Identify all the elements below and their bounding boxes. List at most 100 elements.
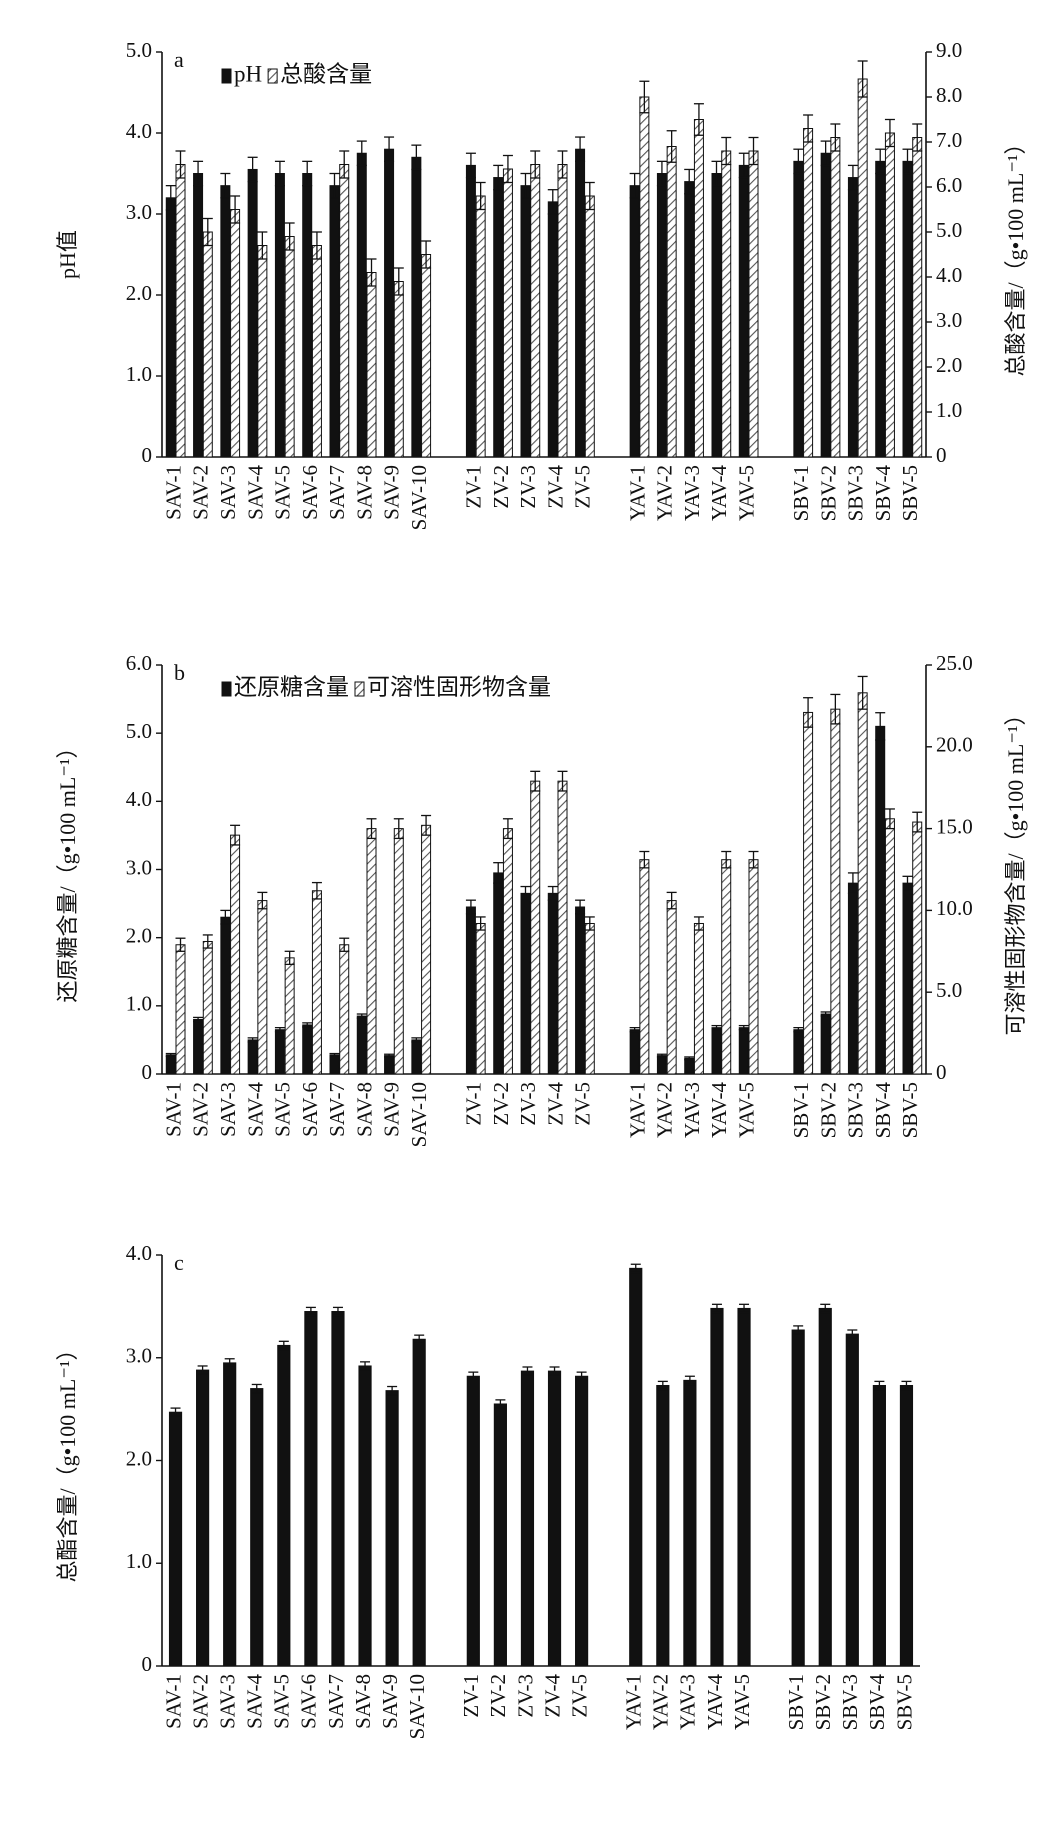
x-tick-label: SBV-1 [789, 465, 813, 521]
bar [803, 711, 814, 1075]
bar [629, 185, 640, 458]
x-tick-label: ZV-5 [571, 1082, 595, 1126]
bar [656, 1384, 670, 1667]
bar [884, 818, 895, 1075]
bar [247, 168, 258, 458]
bar [737, 1307, 751, 1667]
bar [196, 1369, 210, 1667]
bar [257, 900, 268, 1075]
x-tick-label: SAV-5 [271, 465, 295, 520]
x-tick-label: SAV-9 [378, 1674, 402, 1729]
bar [684, 181, 695, 458]
bar [575, 148, 586, 458]
legend-label: 可溶性固形物含量 [367, 674, 551, 699]
x-tick-label: YAV-5 [734, 465, 758, 521]
bar [884, 132, 895, 458]
bar [639, 96, 650, 458]
bar [168, 1411, 183, 1667]
x-tick-label: ZV-2 [486, 1674, 510, 1718]
bar [393, 828, 404, 1075]
y-axis-label: pH值 [55, 230, 80, 279]
bar [830, 708, 841, 1075]
x-tick-label: SAV-7 [325, 1082, 349, 1137]
x-tick-label: ZV-5 [567, 1674, 591, 1718]
x-tick-label: YAV-2 [653, 465, 677, 521]
y2-tick-label: 6.0 [936, 173, 962, 197]
bar [356, 152, 367, 458]
x-tick-label: SBV-2 [816, 1082, 840, 1138]
bar [339, 944, 350, 1075]
y-axis-label: 总酯含量/（g•100 mL⁻¹） [55, 1338, 80, 1582]
bar [575, 1375, 589, 1667]
x-tick-label: YAV-4 [707, 465, 731, 522]
x-tick-label: YAV-2 [653, 1082, 677, 1138]
x-tick-label: SBV-4 [871, 1082, 895, 1139]
bar [274, 1029, 285, 1075]
bar [421, 824, 432, 1075]
x-tick-label: SBV-5 [898, 465, 922, 521]
bar [193, 173, 204, 458]
x-tick-label: SBV-1 [784, 1674, 808, 1730]
bar [803, 128, 814, 458]
y-tick-label: 6.0 [126, 651, 152, 675]
y2-tick-label: 9.0 [936, 38, 962, 62]
y-tick-label: 4.0 [126, 1241, 152, 1265]
bar [629, 1267, 643, 1667]
bar [175, 944, 186, 1075]
y2-tick-label: 15.0 [936, 814, 973, 838]
y2-tick-label: 5.0 [936, 978, 962, 1002]
x-tick-label: SAV-9 [380, 465, 404, 520]
bar [329, 185, 340, 458]
x-tick-label: SBV-4 [865, 1674, 889, 1731]
bar [575, 906, 586, 1075]
y2-tick-label: 4.0 [936, 263, 962, 287]
x-tick-label: SAV-2 [189, 1082, 213, 1137]
bar [748, 859, 759, 1075]
bar [683, 1379, 697, 1667]
bar [847, 177, 858, 458]
y2-axis-label: 可溶性固形物含量/（g•100 mL⁻¹） [1003, 703, 1028, 1035]
x-tick-label: SAV-2 [188, 1674, 212, 1729]
bar [502, 828, 513, 1075]
bar [721, 859, 732, 1075]
x-tick-label: ZV-1 [459, 1674, 483, 1718]
legend-label: 还原糖含量 [234, 674, 349, 699]
x-tick-label: SAV-7 [324, 1674, 348, 1729]
bar [202, 940, 213, 1075]
bar [847, 882, 858, 1075]
x-tick-label: SAV-1 [161, 465, 185, 520]
x-tick-label: SAV-8 [351, 1674, 375, 1729]
bar [857, 78, 868, 458]
bar [202, 231, 213, 458]
bar [331, 1311, 345, 1667]
bar [384, 148, 395, 458]
bar [530, 164, 541, 458]
bar [165, 1054, 176, 1075]
x-tick-label: ZV-2 [489, 465, 513, 509]
y2-axis-label: 总酸含量/（g•100 mL⁻¹） [1003, 132, 1028, 376]
x-tick-label: SAV-4 [243, 1082, 267, 1137]
x-tick-label: SAV-9 [380, 1082, 404, 1137]
bar [520, 185, 531, 458]
bar [175, 164, 186, 458]
bar [411, 1039, 422, 1075]
bar [557, 164, 568, 458]
y-tick-label: 1.0 [126, 992, 152, 1016]
bar [358, 1365, 372, 1667]
bar [902, 160, 913, 458]
x-tick-label: SBV-5 [898, 1082, 922, 1138]
x-tick-label: SBV-4 [871, 465, 895, 522]
x-tick-label: SBV-3 [844, 1082, 868, 1138]
bar [311, 245, 322, 458]
x-tick-label: SAV-10 [405, 1674, 429, 1739]
bar [912, 821, 923, 1075]
bar [791, 1329, 805, 1667]
bar [466, 1375, 480, 1667]
bar [547, 892, 558, 1075]
y2-tick-label: 25.0 [936, 651, 973, 675]
x-tick-label: ZV-1 [462, 465, 486, 509]
bar [339, 164, 350, 458]
bar [793, 1029, 804, 1075]
bar [277, 1344, 291, 1667]
x-tick-label: SBV-3 [844, 465, 868, 521]
